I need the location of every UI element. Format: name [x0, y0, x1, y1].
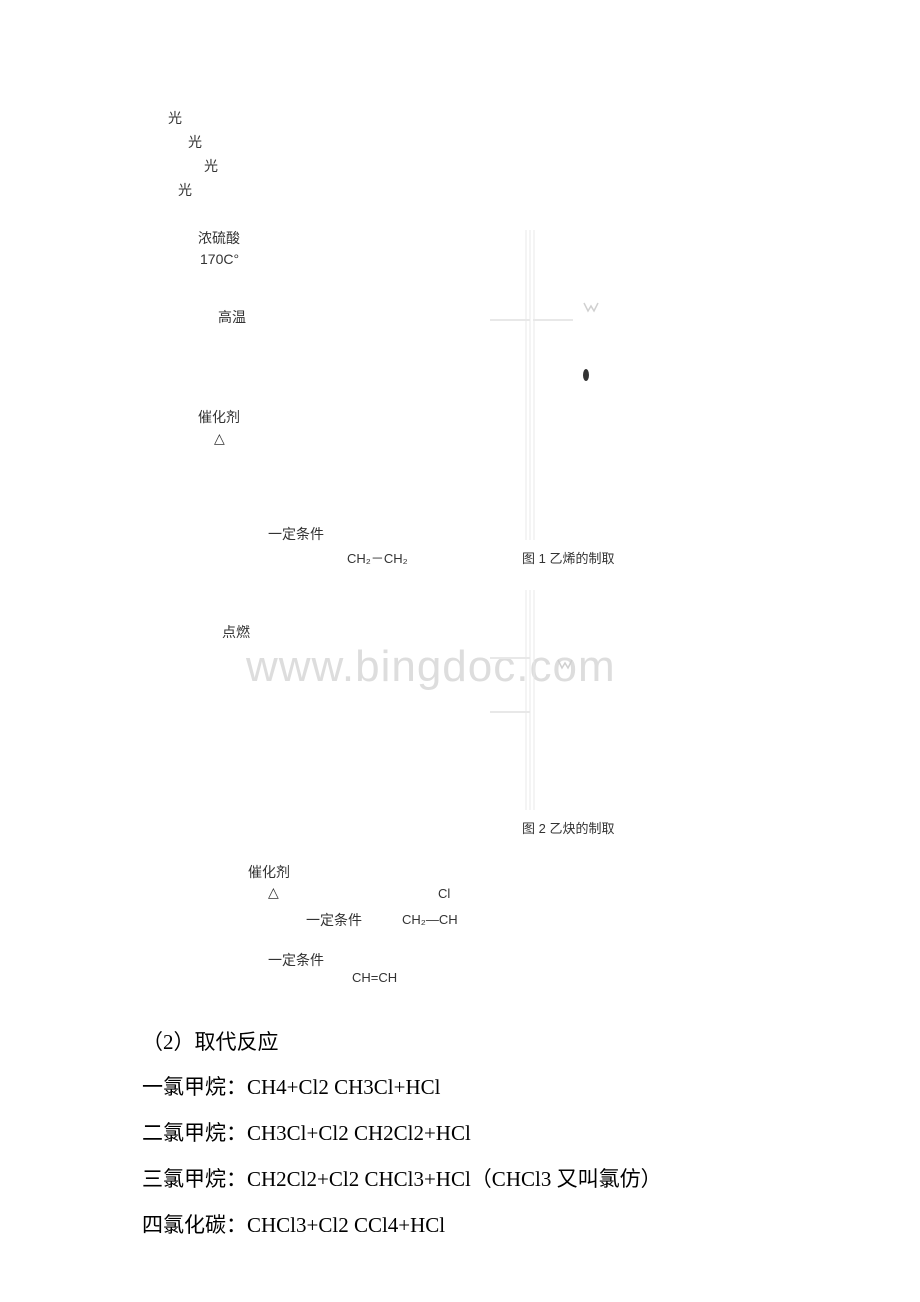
formula-ch2ch: CH₂—CH [402, 912, 458, 927]
formula-ch2ch2: CH₂－CH₂ [347, 548, 408, 567]
light-label-1: 光 [168, 108, 182, 128]
figure-1-caption: 图 1 乙烯的制取 [522, 548, 614, 567]
ignite-label: 点燃 [222, 622, 250, 642]
triangle-label-2: △ [268, 884, 279, 901]
catalyst-label-1: 催化剂 [198, 407, 240, 427]
triangle-label-1: △ [214, 430, 225, 447]
high-temp-label: 高温 [218, 307, 246, 327]
apparatus-1-branch1 [490, 310, 530, 316]
light-label-2: 光 [188, 132, 202, 152]
reaction-line-2: 二氯甲烷：CH3Cl+Cl2 CH2Cl2+HCl [142, 1110, 471, 1156]
apparatus-2-mark1 [556, 658, 574, 672]
apparatus-1-mark1 [582, 301, 600, 315]
apparatus-1-placeholder [520, 230, 540, 540]
reaction-line-4: 四氯化碳：CHCl3+Cl2 CCl4+HCl [142, 1202, 445, 1248]
apparatus-1-branch2 [533, 310, 573, 316]
reaction-line-1: 一氯甲烷：CH4+Cl2 CH3Cl+HCl [142, 1064, 440, 1110]
apparatus-2-branch2 [490, 702, 530, 708]
sulfuric-acid-label: 浓硫酸 [198, 228, 240, 248]
condition-label-2: 一定条件 [306, 910, 362, 930]
condition-label-1: 一定条件 [268, 524, 324, 544]
apparatus-2-placeholder [520, 590, 540, 810]
light-label-3: 光 [204, 156, 218, 176]
reaction-line-3: 三氯甲烷：CH2Cl2+Cl2 CHCl3+HCl（CHCl3 又叫氯仿） [142, 1156, 662, 1202]
light-label-4: 光 [178, 180, 192, 200]
temp-170-label: 170C° [200, 251, 239, 267]
apparatus-1-mark2 [582, 368, 590, 382]
catalyst-label-2: 催化剂 [248, 862, 290, 882]
formula-chch: CH=CH [352, 970, 397, 985]
condition-label-3: 一定条件 [268, 950, 324, 970]
formula-cl: Cl [438, 886, 450, 901]
section-heading: （2）取代反应 [142, 1019, 279, 1065]
apparatus-2-branch1 [490, 648, 530, 654]
figure-2-caption: 图 2 乙炔的制取 [522, 818, 614, 837]
